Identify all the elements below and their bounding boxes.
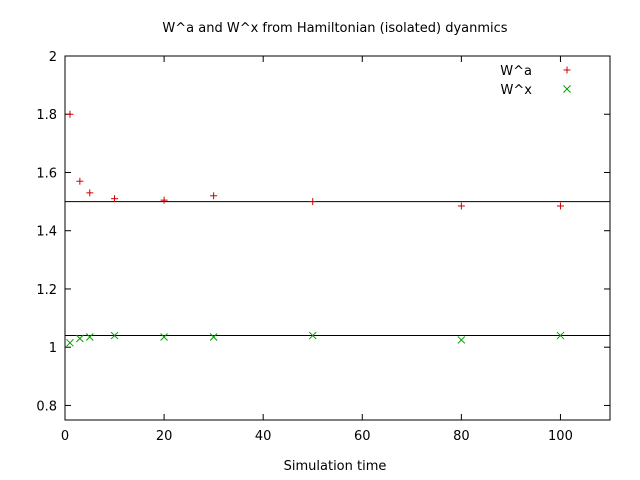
y-tick-label: 2 (49, 50, 57, 65)
data-point-wa (111, 195, 119, 203)
y-tick-label: 0.8 (36, 399, 57, 414)
plot-frame (64, 55, 611, 421)
y-tick-label: 1.2 (36, 283, 57, 298)
data-point-wx (160, 333, 168, 341)
legend-label-0: W^a (500, 64, 532, 79)
data-point-wa (457, 202, 465, 210)
data-point-wx (308, 331, 317, 340)
data-point-wa (210, 192, 218, 200)
x-tick-label: 100 (548, 429, 573, 444)
data-point-wx (110, 331, 119, 340)
data-point-wa (160, 196, 168, 204)
data-point-wx (85, 333, 94, 341)
y-tick-label: 1.8 (36, 108, 57, 123)
x-tick-label: 40 (255, 429, 272, 444)
chart-title: W^a and W^x from Hamiltonian (isolated) … (162, 21, 507, 36)
x-tick-label: 20 (156, 429, 173, 444)
data-point-wx (76, 334, 84, 343)
y-axis: 0.8 1 1.2 1.4 1.6 1.8 2 (36, 50, 610, 414)
legend-marker-1 (563, 85, 571, 93)
y-tick-label: 1.6 (36, 166, 57, 181)
data-point-wa (556, 202, 564, 210)
data-point-wx (66, 338, 74, 347)
legend-label-1: W^x (501, 83, 533, 98)
data-point-wa (76, 177, 84, 185)
data-point-wa (309, 198, 317, 206)
legend-marker-0 (563, 66, 571, 74)
data-point-wa (86, 189, 94, 197)
data-point-wx (556, 331, 565, 340)
data-point-wa (66, 110, 74, 118)
x-tick-label: 60 (354, 429, 371, 444)
x-axis: 0 20 40 60 80 100 (61, 56, 573, 444)
x-tick-label: 0 (61, 429, 69, 444)
x-axis-label: Simulation time (284, 459, 387, 474)
data-point-wx (209, 333, 218, 341)
data-points (66, 110, 565, 347)
legend: W^a W^x (500, 64, 571, 98)
y-tick-label: 1 (49, 341, 57, 356)
x-tick-label: 80 (453, 429, 470, 444)
reference-lines (65, 201, 610, 337)
data-point-wx (457, 336, 466, 344)
y-tick-label: 1.4 (36, 225, 57, 240)
